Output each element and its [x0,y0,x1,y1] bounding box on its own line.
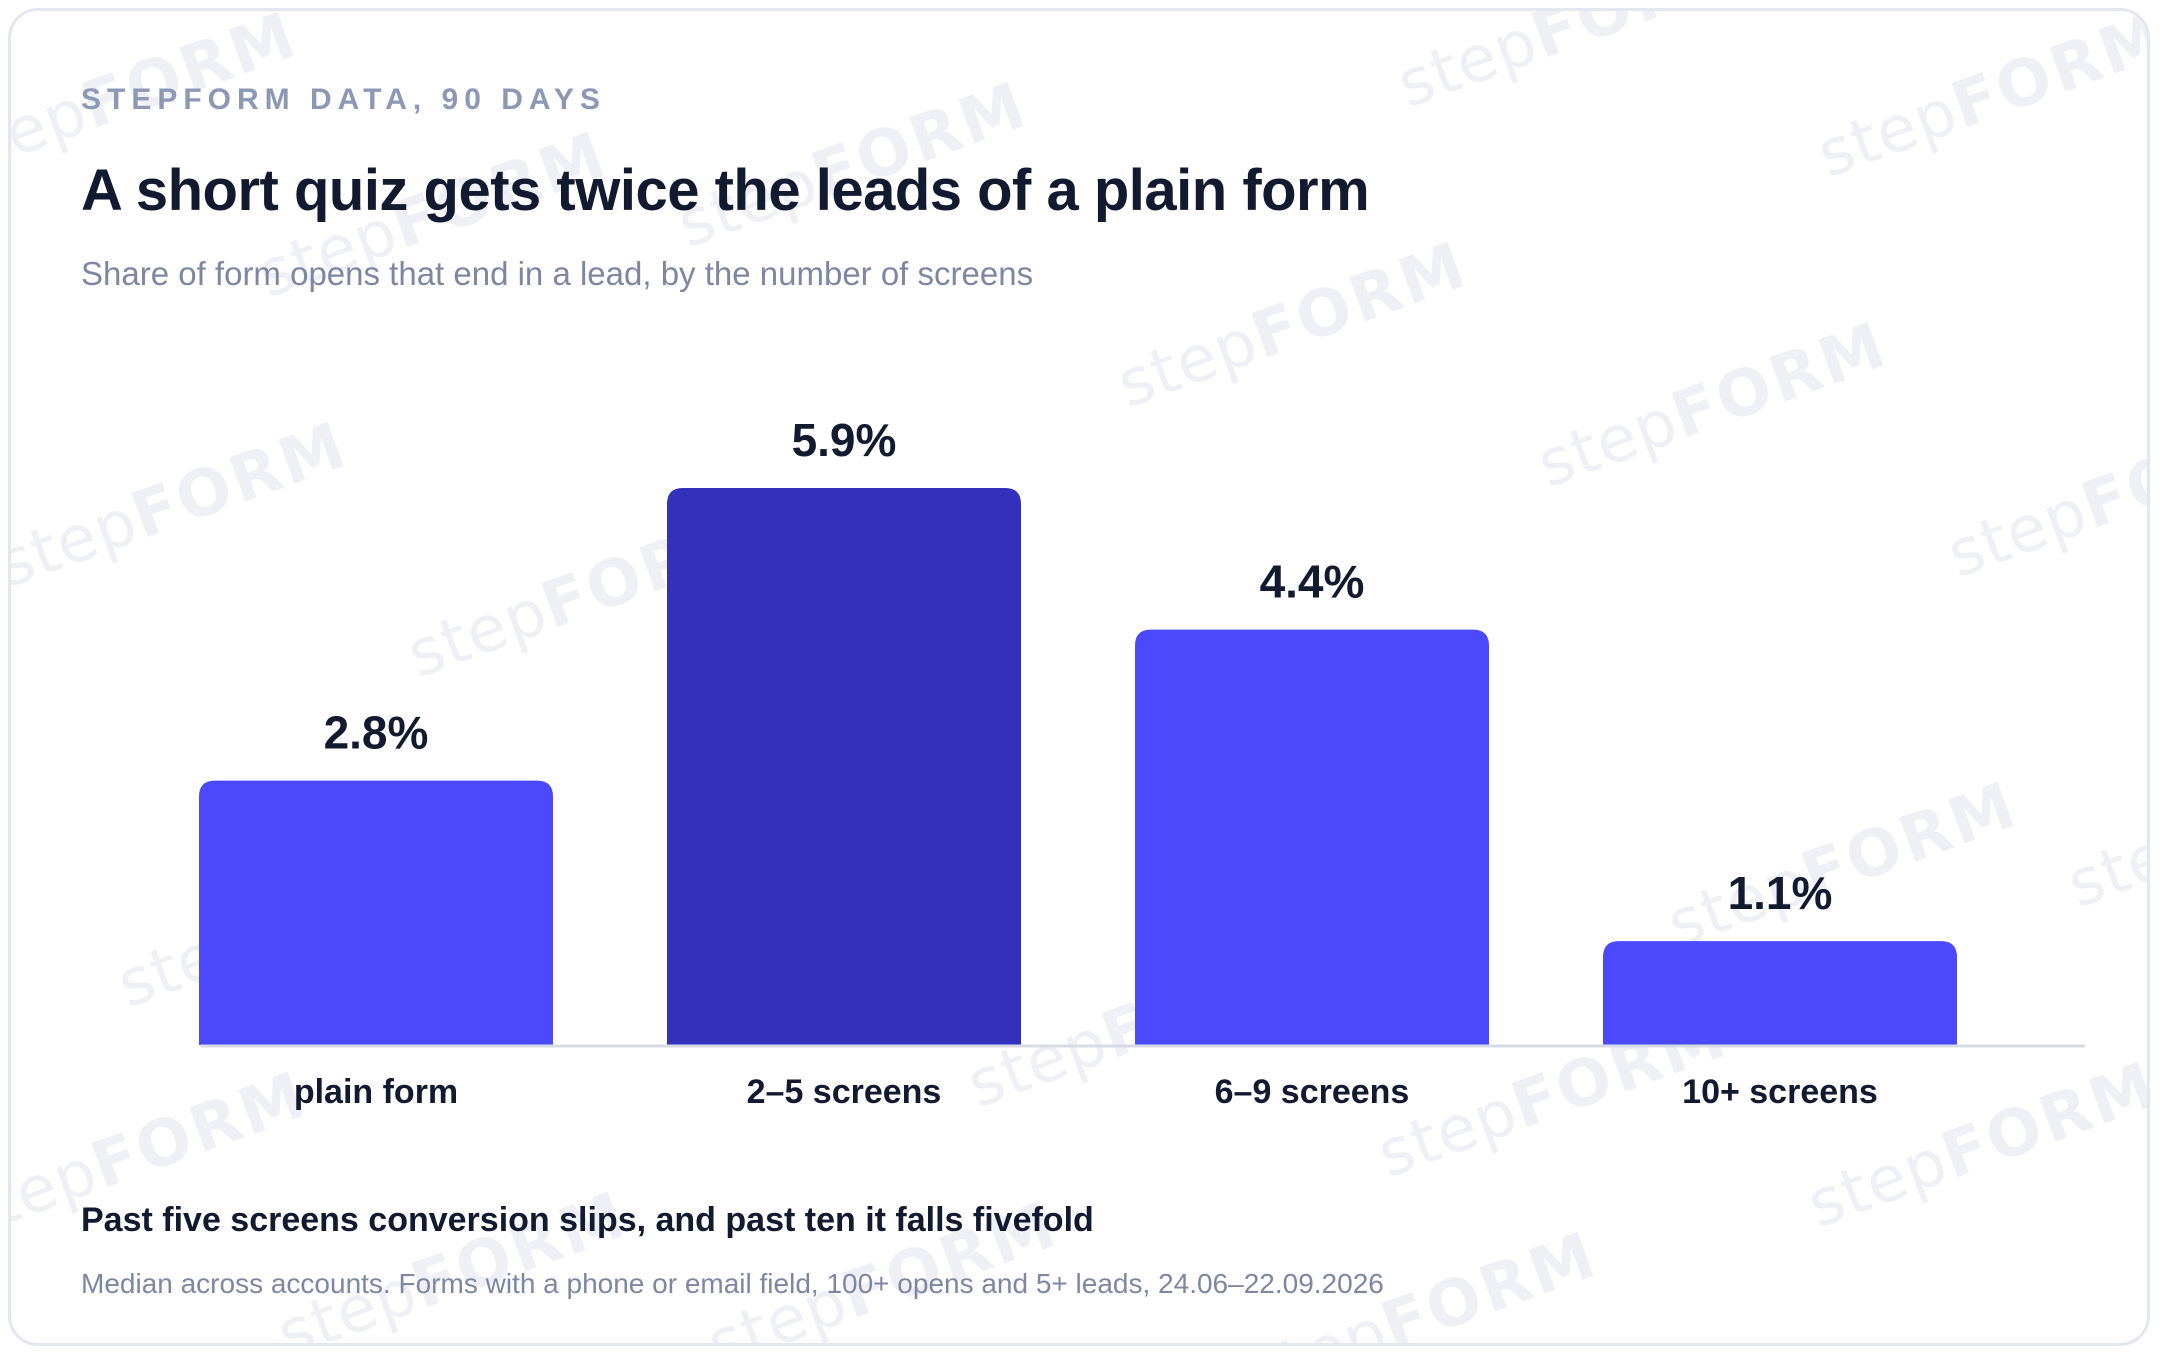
footnote-headline: Past five screens conversion slips, and … [81,1201,1094,1239]
footnote-source: Median across accounts. Forms with a pho… [81,1268,1384,1299]
bar-value-label: 1.1% [1728,867,1833,919]
category-tick-label: 6–9 screens [1215,1073,1410,1111]
eyebrow-label: STEPFORM DATA, 90 DAYS [81,83,606,116]
bar-chart: 2.8% plain form 5.9% 2–5 screens 4.4% 6–9 scr… [199,414,2085,1111]
bar-value-label: 2.8% [324,707,429,759]
bar-4 [1603,941,1957,1045]
category-tick-label: 2–5 screens [747,1073,942,1111]
category-tick-label: 10+ screens [1682,1073,1878,1111]
bar-value-label: 5.9% [792,414,897,466]
chart-card: stepFORMstepFORMstepFORMstepFORMstepFORM… [8,8,2150,1346]
category-tick-label: plain form [294,1073,458,1111]
bar-3 [1135,629,1489,1045]
bar-value-label: 4.4% [1260,556,1365,608]
bar-1 [199,780,553,1045]
bar-2 [667,488,1021,1045]
chart-title: A short quiz gets twice the leads of a p… [81,158,1370,223]
chart-subtitle: Share of form opens that end in a lead, … [81,255,1034,292]
